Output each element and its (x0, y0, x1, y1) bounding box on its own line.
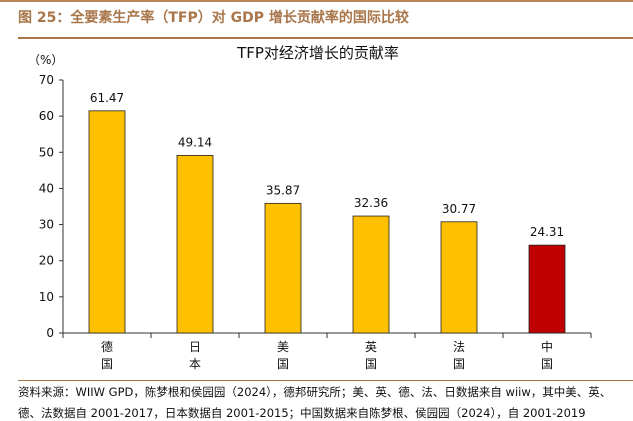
x-tick-label: 美 (277, 340, 289, 354)
bar-chart: TFP对经济增长的贡献率 （%） 01020304050607061.47德国4… (28, 44, 592, 371)
source-line-2: 德、法数据自 2001-2017，日本数据自 2001-2015；中国数据来自陈… (18, 406, 586, 420)
data-label: 30.77 (442, 202, 476, 216)
x-tick-label: 国 (453, 357, 465, 371)
x-tick-label: 国 (541, 357, 553, 371)
y-tick-label: 10 (39, 290, 54, 304)
data-label: 24.31 (530, 225, 564, 239)
footer-rule (18, 380, 633, 381)
x-tick-label: 中 (541, 339, 553, 354)
y-tick-label: 40 (39, 181, 54, 195)
bar-3 (352, 215, 390, 334)
x-tick-label: 英 (365, 340, 377, 354)
data-label: 32.36 (354, 196, 388, 210)
figure-title: 图 25：全要素生产率（TFP）对 GDP 增长贡献率的国际比较 (18, 10, 409, 26)
bar-2 (264, 202, 302, 334)
y-tick-label: 60 (39, 109, 54, 123)
bar-4 (440, 221, 478, 334)
y-tick-label: 30 (39, 218, 54, 232)
title-rule (18, 37, 633, 39)
y-tick-label: 70 (39, 73, 54, 87)
x-tick-label: 国 (365, 357, 377, 371)
data-label: 61.47 (90, 91, 124, 105)
top-rule (0, 0, 633, 2)
bar-1 (176, 154, 214, 334)
chart-title: TFP对经济增长的贡献率 (236, 44, 399, 62)
y-tick-label: 50 (39, 145, 54, 159)
bar-5 (528, 244, 566, 334)
x-tick-label: 日 (189, 340, 201, 354)
data-label: 35.87 (266, 183, 300, 197)
y-tick-label: 20 (39, 254, 54, 268)
x-tick-label: 本 (189, 357, 201, 371)
x-tick-label: 国 (101, 357, 113, 371)
y-tick-label: 0 (46, 326, 54, 340)
y-axis-label: （%） (28, 53, 63, 67)
x-tick-label: 德 (101, 339, 113, 354)
x-tick-label: 法 (453, 340, 465, 354)
x-tick-label: 国 (277, 357, 289, 371)
bar-0 (88, 110, 126, 334)
source-line-1: 资料来源：WIIW GPD，陈梦根和侯园园（2024），德邦研究所；美、英、德、… (18, 385, 612, 399)
data-label: 49.14 (178, 135, 212, 149)
